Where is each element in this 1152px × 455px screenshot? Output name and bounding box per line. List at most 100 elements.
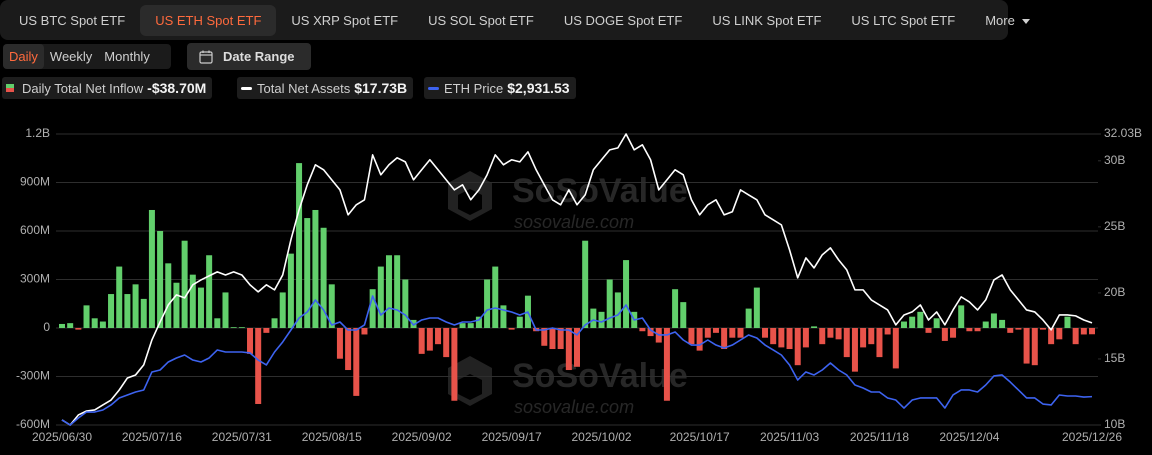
bar — [75, 328, 82, 330]
bar — [1064, 316, 1071, 328]
period[interactable]: Weekly — [49, 49, 93, 64]
bar — [680, 302, 687, 328]
x-tick-label: 2025/08/15 — [302, 430, 362, 444]
bar — [148, 209, 155, 328]
bar — [590, 308, 597, 328]
bar — [1089, 328, 1095, 335]
bar — [892, 328, 899, 369]
bar — [345, 328, 352, 371]
bar — [230, 327, 237, 328]
bar — [99, 321, 106, 328]
bar — [663, 328, 670, 401]
bar — [59, 323, 65, 328]
tab[interactable]: US LTC Spot ETF — [851, 12, 956, 28]
bar — [361, 328, 368, 335]
legend-item: Total Net Assets $17.73B — [237, 77, 414, 99]
y2-tick-label: 15B — [1104, 351, 1125, 365]
x-tick-label: 2025/10/17 — [670, 430, 730, 444]
y-tick-label: 600M — [20, 223, 50, 237]
bar — [353, 328, 360, 396]
line — [61, 295, 1093, 426]
bar — [909, 316, 916, 328]
y-tick-label: 300M — [20, 272, 50, 286]
bar — [811, 326, 818, 328]
x-tick-label: 2025/07/16 — [122, 430, 182, 444]
bar — [247, 328, 254, 354]
bar — [222, 292, 229, 328]
y-tick-label: 900M — [20, 175, 50, 189]
bar — [721, 328, 728, 350]
bar — [860, 328, 867, 348]
bar — [704, 328, 711, 338]
bar — [377, 266, 384, 328]
bar — [206, 255, 213, 328]
y2-tick-label: 25B — [1104, 219, 1125, 233]
tab[interactable]: US BTC Spot ETF — [19, 12, 126, 28]
bar — [794, 328, 801, 366]
bar — [418, 328, 425, 354]
x-tick-label: 2025/10/02 — [571, 430, 631, 444]
y-tick-label: -300M — [16, 369, 50, 383]
bar — [672, 289, 679, 328]
bar — [312, 209, 319, 328]
bar — [157, 231, 164, 328]
bar — [557, 328, 564, 350]
bar — [1015, 328, 1022, 330]
bar — [140, 298, 147, 328]
bar — [516, 316, 523, 328]
bar — [623, 260, 630, 328]
legend-icon — [241, 86, 252, 90]
bar — [369, 289, 376, 328]
bar — [1056, 328, 1063, 340]
bar — [827, 328, 834, 338]
more-menu[interactable]: More — [970, 5, 1045, 36]
bar — [990, 313, 997, 328]
bar — [639, 328, 646, 332]
x-tick-label: 2025/07/31 — [212, 430, 272, 444]
bar — [729, 328, 736, 338]
tab[interactable]: US LINK Spot ETF — [712, 12, 822, 28]
x-tick-label: 2025/12/04 — [939, 430, 999, 444]
legend-label: ETH Price — [444, 80, 504, 96]
bar — [394, 255, 401, 328]
legend-icon — [6, 84, 14, 92]
legend-item: Daily Total Net Inflow -$38.70M — [2, 77, 213, 99]
legend-value: $2,931.53 — [507, 80, 570, 96]
bar — [933, 318, 940, 328]
tab[interactable]: US SOL Spot ETF — [428, 12, 534, 28]
bar — [385, 255, 392, 328]
y2-tick-label: 20B — [1104, 285, 1125, 299]
bar — [565, 328, 572, 371]
bar — [165, 263, 172, 328]
bar — [304, 218, 311, 328]
y-tick-label: 0 — [43, 320, 50, 334]
legend-value: $17.73B — [354, 80, 408, 96]
y-tick-label: -600M — [16, 417, 50, 431]
bar — [941, 328, 948, 341]
bar — [181, 240, 188, 328]
bar — [1048, 328, 1055, 345]
watermark-logo — [448, 171, 492, 221]
tab[interactable]: US DOGE Spot ETF — [563, 12, 683, 28]
period-active[interactable]: Daily — [3, 44, 44, 69]
bar — [67, 323, 74, 328]
bar — [124, 294, 131, 328]
bar — [214, 318, 221, 328]
tab-bar: US BTC Spot ETF US ETH Spot ETF US XRP S… — [0, 0, 1015, 40]
date-range-button[interactable]: Date Range — [187, 43, 311, 70]
y2-tick-label: 30B — [1104, 153, 1125, 167]
bar — [1080, 328, 1087, 335]
bar — [884, 328, 891, 335]
bar — [966, 328, 973, 332]
legend-item: ETH Price $2,931.53 — [424, 77, 576, 99]
period[interactable]: Monthly — [104, 49, 150, 64]
tab[interactable]: US XRP Spot ETF — [291, 12, 399, 28]
bar — [500, 305, 507, 328]
bar — [745, 308, 752, 328]
bar — [484, 279, 491, 328]
tab-active[interactable]: US ETH Spot ETF — [140, 4, 277, 36]
x-tick-label: 2025/12/26 — [1062, 430, 1122, 444]
bar — [189, 274, 196, 328]
bar — [197, 287, 204, 328]
